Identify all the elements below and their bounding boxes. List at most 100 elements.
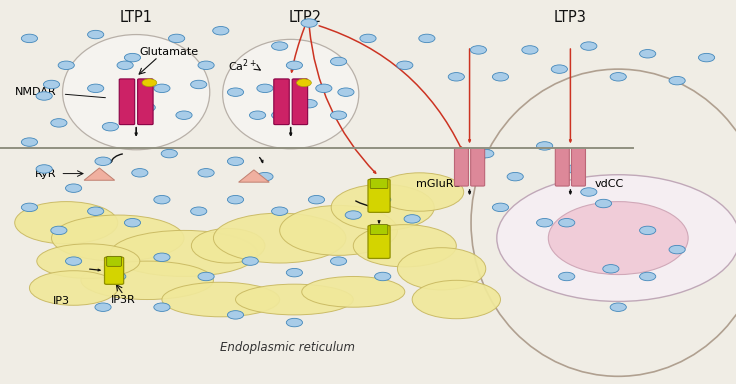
FancyBboxPatch shape: [119, 79, 135, 124]
FancyBboxPatch shape: [370, 225, 388, 235]
Circle shape: [338, 88, 354, 96]
Circle shape: [507, 172, 523, 181]
Circle shape: [301, 19, 317, 27]
Circle shape: [250, 111, 266, 119]
Text: IP3R: IP3R: [111, 295, 136, 305]
Circle shape: [640, 272, 656, 281]
Circle shape: [88, 84, 104, 93]
Circle shape: [43, 80, 60, 89]
Circle shape: [95, 157, 111, 166]
Circle shape: [213, 26, 229, 35]
Circle shape: [297, 79, 311, 87]
Ellipse shape: [331, 184, 434, 230]
Circle shape: [88, 30, 104, 39]
Circle shape: [21, 138, 38, 146]
Circle shape: [198, 169, 214, 177]
Circle shape: [124, 53, 141, 62]
Circle shape: [537, 142, 553, 150]
Circle shape: [522, 46, 538, 54]
Ellipse shape: [412, 280, 500, 319]
Ellipse shape: [223, 40, 359, 149]
Circle shape: [419, 34, 435, 43]
Ellipse shape: [63, 35, 210, 150]
Circle shape: [548, 202, 688, 275]
Circle shape: [286, 268, 302, 277]
Circle shape: [559, 218, 575, 227]
Text: NMDAR: NMDAR: [15, 87, 56, 97]
Text: RyR: RyR: [35, 169, 57, 179]
Circle shape: [242, 257, 258, 265]
Circle shape: [154, 253, 170, 262]
Ellipse shape: [213, 213, 346, 263]
Circle shape: [169, 34, 185, 43]
FancyBboxPatch shape: [105, 257, 124, 284]
Circle shape: [566, 165, 582, 173]
Circle shape: [272, 207, 288, 215]
Circle shape: [581, 42, 597, 50]
Ellipse shape: [52, 215, 184, 261]
Circle shape: [640, 50, 656, 58]
Circle shape: [360, 34, 376, 43]
Ellipse shape: [280, 205, 397, 255]
Circle shape: [227, 311, 244, 319]
FancyBboxPatch shape: [274, 79, 289, 124]
Circle shape: [21, 203, 38, 212]
FancyBboxPatch shape: [368, 225, 390, 258]
Circle shape: [257, 84, 273, 93]
Polygon shape: [84, 168, 115, 180]
Ellipse shape: [353, 225, 456, 267]
Ellipse shape: [110, 230, 258, 276]
Circle shape: [404, 215, 420, 223]
Circle shape: [345, 211, 361, 219]
Text: LTP2: LTP2: [289, 10, 322, 25]
Circle shape: [581, 188, 597, 196]
Text: LTP1: LTP1: [120, 10, 152, 25]
FancyBboxPatch shape: [368, 179, 390, 212]
Circle shape: [603, 265, 619, 273]
Circle shape: [191, 80, 207, 89]
Circle shape: [375, 272, 391, 281]
Ellipse shape: [236, 284, 353, 315]
Circle shape: [154, 303, 170, 311]
Circle shape: [154, 84, 170, 93]
Circle shape: [88, 207, 104, 215]
Circle shape: [301, 99, 317, 108]
Circle shape: [448, 73, 464, 81]
Circle shape: [595, 199, 612, 208]
Text: LTP3: LTP3: [554, 10, 587, 25]
Circle shape: [559, 272, 575, 281]
Ellipse shape: [375, 173, 464, 211]
Circle shape: [36, 165, 52, 173]
FancyBboxPatch shape: [292, 79, 308, 124]
FancyBboxPatch shape: [455, 148, 469, 186]
Ellipse shape: [37, 244, 140, 278]
Circle shape: [36, 92, 52, 100]
Polygon shape: [238, 170, 269, 182]
Circle shape: [330, 111, 347, 119]
Circle shape: [698, 53, 715, 62]
Circle shape: [227, 195, 244, 204]
Circle shape: [110, 272, 126, 281]
Circle shape: [272, 42, 288, 50]
Circle shape: [102, 122, 118, 131]
Text: IP3: IP3: [52, 296, 70, 306]
Text: vdCC: vdCC: [595, 179, 624, 189]
Circle shape: [497, 175, 736, 301]
Circle shape: [308, 195, 325, 204]
FancyBboxPatch shape: [555, 148, 570, 186]
Circle shape: [132, 169, 148, 177]
Ellipse shape: [162, 282, 280, 317]
Circle shape: [330, 257, 347, 265]
Circle shape: [142, 79, 157, 87]
Circle shape: [191, 207, 207, 215]
FancyBboxPatch shape: [107, 257, 121, 266]
Ellipse shape: [15, 202, 118, 244]
Circle shape: [139, 103, 155, 112]
Circle shape: [286, 61, 302, 70]
Text: Endoplasmic reticulum: Endoplasmic reticulum: [219, 341, 355, 354]
Text: $\mathregular{Ca^{2+}}$: $\mathregular{Ca^{2+}}$: [228, 57, 258, 74]
Circle shape: [610, 303, 626, 311]
FancyBboxPatch shape: [138, 79, 153, 124]
Circle shape: [375, 195, 391, 204]
Text: Glutamate: Glutamate: [140, 47, 199, 57]
